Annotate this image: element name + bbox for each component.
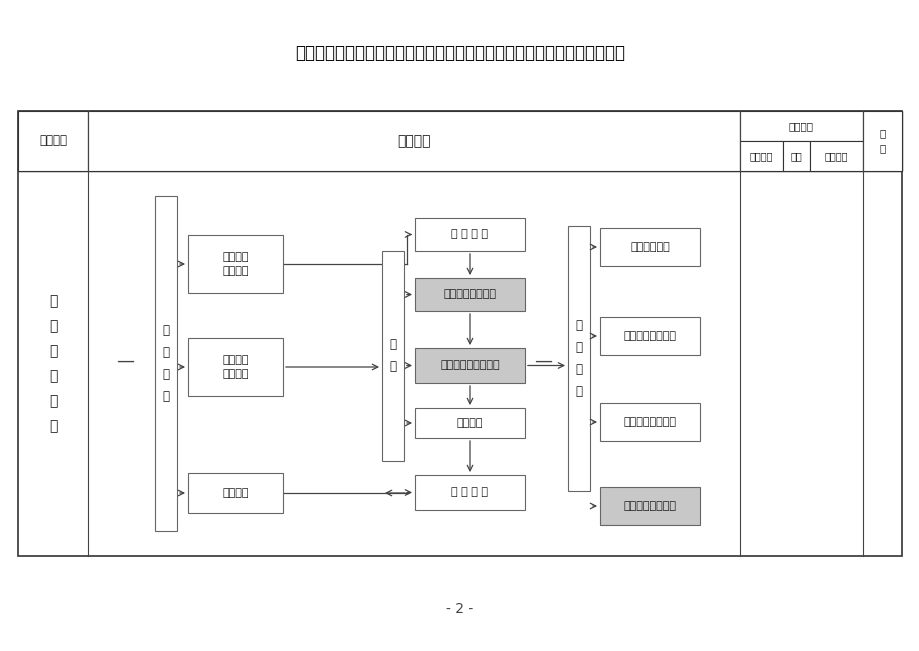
- Text: - 2 -: - 2 -: [446, 602, 473, 616]
- Bar: [414, 348, 525, 383]
- Text: 向上级党组织汇报: 向上级党组织汇报: [623, 417, 675, 427]
- Text: 会
前
准
备: 会 前 准 备: [163, 324, 169, 403]
- Bar: [599, 487, 699, 525]
- Text: 职权名称: 职权名称: [39, 135, 67, 148]
- Text: 文号: 文号: [789, 151, 801, 161]
- Bar: [809, 141, 862, 171]
- Text: 会
后
工
作: 会 后 工 作: [575, 319, 582, 398]
- Text: 开
会: 开 会: [389, 339, 396, 374]
- Text: —: —: [116, 352, 134, 370]
- Text: 党
委
会
议
制
度: 党 委 会 议 制 度: [49, 294, 57, 433]
- Text: 保障制度: 保障制度: [789, 121, 813, 131]
- Bar: [18, 111, 901, 556]
- Bar: [88, 111, 739, 171]
- Bar: [414, 218, 525, 251]
- Text: 制定整改措施: 制定整改措施: [630, 242, 669, 252]
- Bar: [739, 141, 782, 171]
- Bar: [414, 278, 525, 311]
- Text: 提前通知: 提前通知: [222, 488, 248, 498]
- Bar: [18, 111, 901, 171]
- Bar: [154, 196, 176, 531]
- Bar: [187, 235, 283, 293]
- Bar: [599, 403, 699, 441]
- Bar: [567, 226, 589, 491]
- Text: 文件名称: 文件名称: [749, 151, 772, 161]
- Text: 备
注: 备 注: [879, 129, 885, 154]
- Text: 四川省交通运输厅公路局医院内控体系基本框架工作流程及法规制度汇总表: 四川省交通运输厅公路局医院内控体系基本框架工作流程及法规制度汇总表: [295, 44, 624, 62]
- Text: 做好思想政治工作: 做好思想政治工作: [623, 331, 675, 341]
- Bar: [414, 475, 525, 510]
- Bar: [739, 111, 862, 141]
- Bar: [381, 251, 403, 461]
- Bar: [599, 228, 699, 266]
- Bar: [862, 111, 901, 171]
- Text: 发文单位: 发文单位: [823, 151, 847, 161]
- Bar: [782, 141, 809, 171]
- Text: 开展批评与自我批评: 开展批评与自我批评: [439, 361, 499, 370]
- Text: 沟通情况
研究议题: 沟通情况 研究议题: [222, 252, 248, 276]
- Text: 宣 布 议 题: 宣 布 议 题: [451, 230, 488, 240]
- Text: 重点剖析: 重点剖析: [456, 418, 482, 428]
- Text: 工作流程: 工作流程: [397, 134, 430, 148]
- Text: 开展谈心
征求意见: 开展谈心 征求意见: [222, 355, 248, 379]
- Text: —: —: [533, 352, 551, 370]
- Bar: [599, 317, 699, 355]
- Text: 定期检查落实情况: 定期检查落实情况: [623, 501, 675, 511]
- Text: 做 好 记 录: 做 好 记 录: [451, 488, 488, 497]
- Bar: [414, 408, 525, 438]
- Bar: [18, 111, 88, 171]
- Bar: [187, 473, 283, 513]
- Bar: [187, 338, 283, 396]
- Text: 组织学习统一思想: 组织学习统一思想: [443, 290, 496, 299]
